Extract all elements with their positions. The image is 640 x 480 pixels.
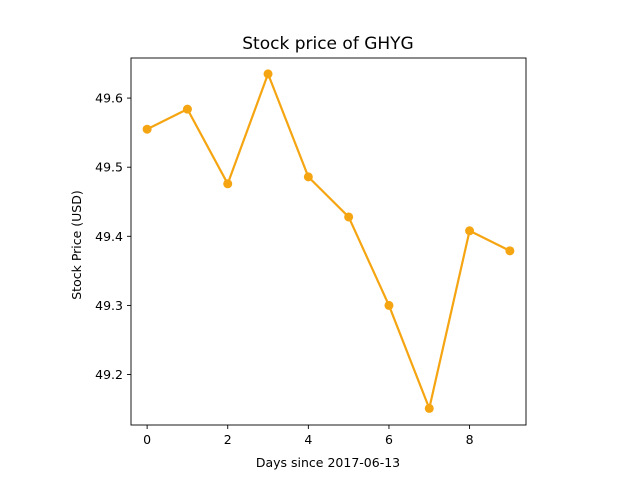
data-point [465, 226, 475, 236]
data-point [263, 69, 273, 79]
x-tick-label: 8 [466, 432, 474, 447]
y-tick-label: 49.5 [95, 160, 123, 175]
data-point [384, 300, 394, 310]
series-line [146, 72, 511, 410]
y-tick-label: 49.6 [95, 91, 123, 106]
y-axis-label: Stock Price (USD) [69, 190, 84, 300]
x-tick-label: 6 [385, 432, 393, 447]
x-tick-label: 2 [224, 432, 232, 447]
chart-title: Stock price of GHYG [242, 34, 413, 54]
data-point [303, 172, 313, 182]
data-point [505, 246, 515, 256]
y-tick-label: 49.2 [95, 367, 123, 382]
plot-frame [130, 57, 527, 426]
y-tick-label: 49.3 [95, 298, 123, 313]
plot-area: 0 2 4 6 8 49.2 49.3 49.4 49.5 49.6 [95, 57, 527, 447]
x-axis-label: Days since 2017-06-13 [256, 455, 400, 470]
y-tick-label: 49.4 [95, 229, 123, 244]
data-point [223, 179, 233, 189]
x-tick-label: 4 [304, 432, 312, 447]
data-point [142, 124, 152, 134]
data-point [424, 403, 434, 413]
data-point [344, 212, 354, 222]
x-tick-label: 0 [143, 432, 151, 447]
data-point [182, 104, 192, 114]
